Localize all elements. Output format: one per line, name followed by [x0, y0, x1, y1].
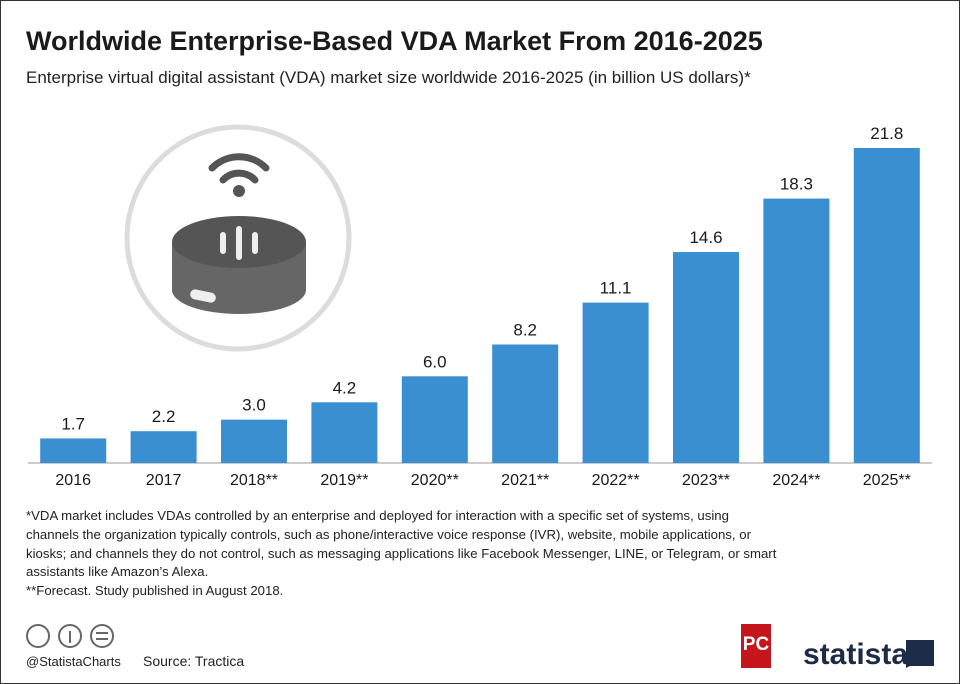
license-icons [26, 624, 114, 648]
bar [763, 198, 830, 463]
value-label: 14.6 [689, 228, 722, 247]
credit-handle: @StatistaCharts [26, 654, 121, 669]
bar [40, 438, 107, 463]
chart-subtitle: Enterprise virtual digital assistant (VD… [26, 68, 751, 87]
value-label: 21.8 [870, 124, 903, 143]
value-label: 11.1 [600, 279, 632, 298]
x-tick-label: 2018** [230, 472, 278, 489]
pcmag-logo-text: PC [743, 634, 770, 655]
x-tick-label: 2019** [320, 472, 368, 489]
pcmag-logo [741, 624, 771, 668]
x-tick-label: 2016 [55, 472, 91, 489]
bar [221, 419, 287, 463]
x-tick-label: 2025** [863, 472, 911, 489]
bar [311, 402, 378, 463]
chart-title: Worldwide Enterprise-Based VDA Market Fr… [26, 26, 763, 56]
footnote-line: *VDA market includes VDAs controlled by … [26, 508, 729, 523]
x-tick-label: 2024** [772, 472, 820, 489]
bar [130, 431, 197, 463]
value-label: 1.7 [61, 414, 85, 433]
x-tick-label: 2020** [411, 472, 459, 489]
footnote-line: kiosks; and channels they do not control… [26, 546, 777, 561]
footnote-line: **Forecast. Study published in August 20… [26, 583, 283, 598]
footnote-line: assistants like Amazon’s Alexa. [26, 564, 208, 579]
source: Source: Tractica [143, 653, 244, 669]
footnote-line: channels the organization typically cont… [26, 527, 752, 542]
statista-mark [906, 640, 934, 668]
bar [853, 148, 920, 463]
statista-logo: statista [803, 638, 908, 671]
value-label: 8.2 [513, 321, 537, 340]
x-tick-label: 2021** [501, 472, 549, 489]
bar [582, 302, 649, 463]
value-label: 3.0 [242, 396, 266, 415]
bar [673, 252, 739, 463]
x-tick-label: 2022** [592, 472, 640, 489]
value-label: 18.3 [780, 175, 813, 194]
value-label: 2.2 [152, 407, 176, 426]
speaker-icon [124, 124, 352, 352]
value-label: 4.2 [333, 378, 357, 397]
value-label: 6.0 [423, 352, 447, 371]
bar [492, 344, 559, 463]
bar [401, 376, 468, 463]
x-tick-label: 2017 [146, 472, 182, 489]
x-tick-label: 2023** [682, 472, 730, 489]
